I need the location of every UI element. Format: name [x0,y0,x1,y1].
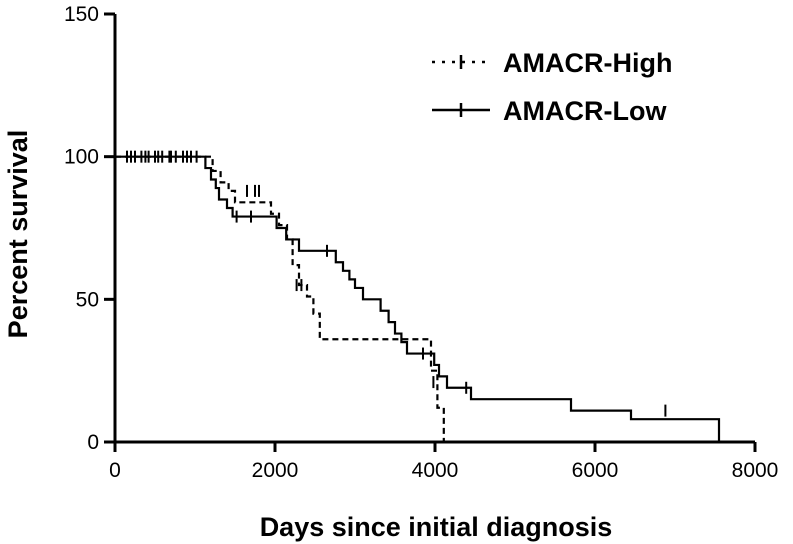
series-layer [115,150,721,442]
x-tick-label: 2000 [252,459,299,482]
y-tick-label: 0 [87,431,99,454]
y-tick-label: 150 [64,3,99,26]
legend-label: AMACR-High [503,48,672,78]
x-tick-label: 0 [109,459,121,482]
y-tick-label: 50 [76,288,99,311]
x-tick-label: 8000 [732,459,779,482]
series-amacr-high [115,150,445,442]
y-tick-label: 100 [64,146,99,169]
legend-label: AMACR-Low [503,96,667,126]
axes: 0 50 100 150 0 2000 4000 6000 8000 [64,3,778,482]
y-axis-title: Percent survival [3,130,33,339]
series-amacr-low [115,150,721,442]
legend: AMACR-High AMACR-Low [432,48,672,126]
legend-item-amacr-high: AMACR-High [432,48,672,78]
x-tick-label: 6000 [572,459,619,482]
x-tick-label: 4000 [412,459,459,482]
survival-curve-amacr-high [115,155,445,442]
legend-item-amacr-low: AMACR-Low [432,96,667,126]
survival-curve-amacr-low [115,155,721,442]
x-axis-title: Days since initial diagnosis [260,512,613,542]
